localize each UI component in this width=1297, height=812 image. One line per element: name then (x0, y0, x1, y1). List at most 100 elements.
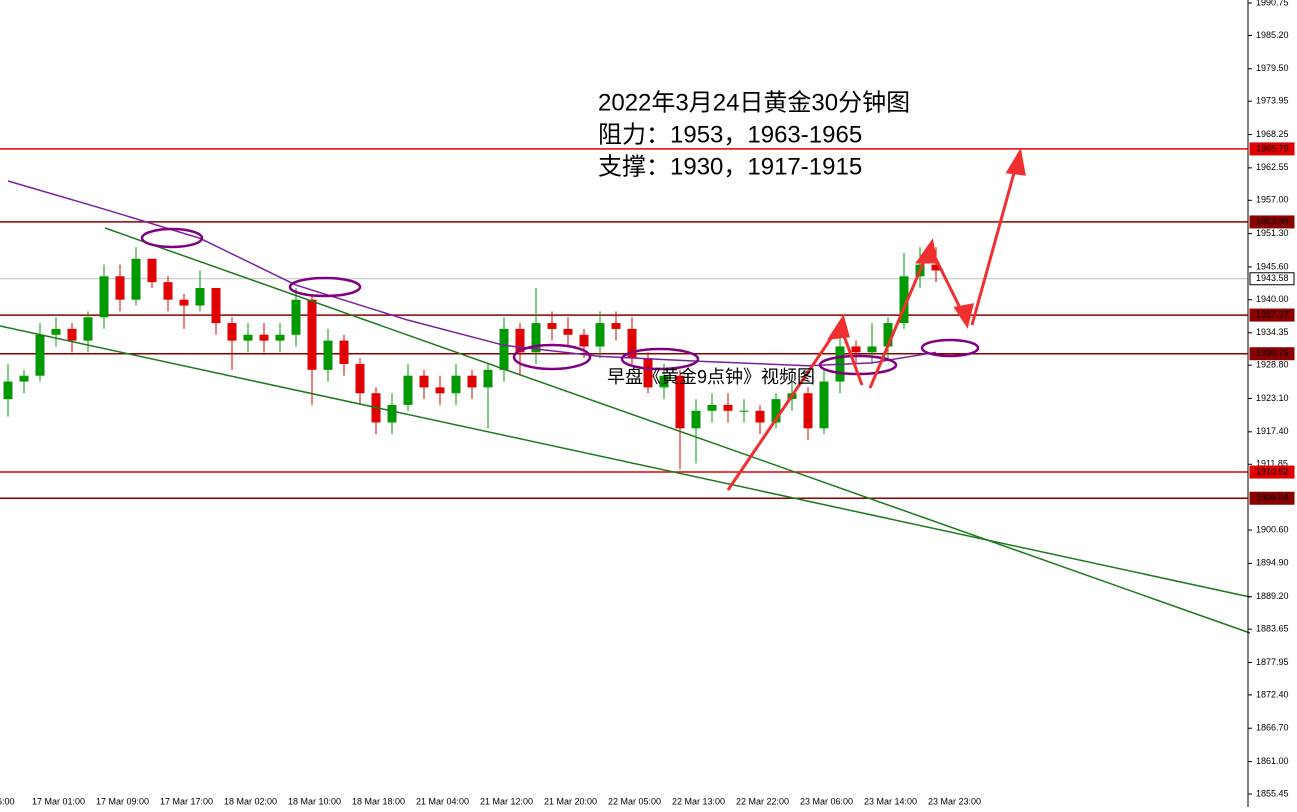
candle-body (275, 334, 285, 341)
level-tag (1249, 142, 1295, 156)
y-tick-label: 1962.55 (1256, 162, 1289, 172)
y-tick-label: 1985.20 (1256, 30, 1289, 40)
candle-body (579, 334, 589, 347)
x-tick-label: 18 Mar 18:00 (352, 796, 405, 806)
candle-body (467, 375, 477, 388)
highlight-ellipse (288, 276, 362, 298)
candle-body (243, 334, 253, 341)
level-tag (1249, 347, 1295, 361)
candle-body (691, 410, 701, 429)
annotation: 支撑：1930，1917-1915 (598, 153, 862, 180)
level-label: 1937.37 (1256, 309, 1289, 319)
candle-body (419, 375, 429, 388)
candle-body (435, 387, 445, 394)
candle-body (35, 334, 45, 376)
level-label: 1953.30 (1256, 216, 1289, 226)
candle-body (515, 328, 525, 353)
candle-body (563, 328, 573, 335)
candle-body (339, 340, 349, 365)
candle-body (659, 375, 669, 388)
level-label: 1930.76 (1256, 348, 1289, 358)
level-tag (1249, 491, 1295, 505)
level-tag (1249, 215, 1295, 229)
x-tick-label: 18 Mar 02:00 (224, 796, 277, 806)
candle-body (707, 404, 717, 411)
y-tick-label: 1928.80 (1256, 360, 1289, 370)
candle-body (3, 381, 13, 400)
candle-body (931, 264, 941, 271)
candle-body (547, 323, 557, 329)
candle-body (883, 323, 893, 347)
candle-body (803, 393, 813, 429)
x-tick-label: 18 Mar 10:00 (288, 796, 341, 806)
candle-body (739, 410, 749, 412)
y-tick-label: 1945.60 (1256, 261, 1289, 271)
level-tag (1249, 272, 1295, 286)
y-tick-label: 1973.95 (1256, 96, 1289, 106)
trend-line (104, 227, 1251, 634)
candle-body (355, 364, 365, 394)
candle-body (387, 404, 397, 423)
y-tick-label: 1872.40 (1256, 689, 1289, 699)
x-tick-label: 22 Mar 22:00 (736, 796, 789, 806)
annotation: 2022年3月24日黄金30分钟图 (598, 89, 910, 116)
level-tag (1249, 465, 1295, 479)
y-tick-label: 1934.35 (1256, 327, 1289, 337)
candle-body (307, 299, 317, 370)
x-tick-label: 22 Mar 13:00 (672, 796, 725, 806)
candle-body (83, 317, 93, 341)
candle-body (851, 346, 861, 353)
candle-body (179, 299, 189, 306)
candle-body (163, 282, 173, 300)
candle-body (211, 288, 221, 324)
highlight-ellipse (620, 347, 700, 371)
annotation: 早盘《黄金9点钟》视频图 (607, 367, 815, 387)
highlight-ellipse (512, 343, 592, 371)
x-tick-label: 17 Mar 17:00 (160, 796, 213, 806)
candle-body (867, 346, 877, 353)
candle-body (131, 258, 141, 300)
y-tick-label: 1951.30 (1256, 228, 1289, 238)
y-tick-label: 1883.65 (1256, 624, 1289, 634)
candle-body (323, 340, 333, 370)
candle-body (115, 276, 125, 300)
arrow-head (1005, 147, 1026, 176)
candle-body (819, 381, 829, 429)
y-tick-label: 1877.95 (1256, 657, 1289, 667)
y-tick-label: 1866.70 (1256, 723, 1289, 733)
candle-body (483, 369, 493, 388)
x-tick-label: 21 Mar 04:00 (416, 796, 469, 806)
candle-body (99, 276, 109, 318)
candle-body (51, 328, 61, 335)
candle-body (451, 375, 461, 394)
candle-body (291, 299, 301, 335)
y-tick-label: 1968.25 (1256, 129, 1289, 139)
trend-line (0, 325, 1251, 598)
candle-body (899, 276, 909, 324)
y-tick-label: 1900.60 (1256, 524, 1289, 534)
candle-body (595, 323, 605, 347)
candle-body (611, 323, 621, 329)
y-axis: 1990.75 1985.20 1979.50 1973.95 1968.25 1962.… (1248, 0, 1295, 798)
arrow-head (827, 314, 850, 340)
x-tick-label: 17 Mar 01:00 (32, 796, 85, 806)
candle-body (755, 410, 765, 423)
y-tick-label: 1979.50 (1256, 63, 1289, 73)
y-tick-label: 1894.90 (1256, 558, 1289, 568)
highlight-ellipse (920, 338, 980, 358)
level-label: 1910.52 (1256, 466, 1289, 476)
candle-body (627, 328, 637, 359)
arrow-head (915, 238, 938, 264)
y-tick-label: 1990.75 (1256, 0, 1289, 7)
candle-body (499, 328, 509, 370)
x-tick-label: 23 Mar 14:00 (864, 796, 917, 806)
candle-body (227, 323, 237, 341)
candle-body (195, 288, 205, 306)
y-tick-label: 1911.85 (1256, 459, 1288, 469)
x-tick-label: 21 Mar 20:00 (544, 796, 597, 806)
y-tick-label: 1917.40 (1256, 426, 1289, 436)
y-tick-label: 1957.00 (1256, 195, 1289, 205)
candle-body (643, 358, 653, 388)
x-tick-label: 23 Mar 23:00 (928, 796, 981, 806)
